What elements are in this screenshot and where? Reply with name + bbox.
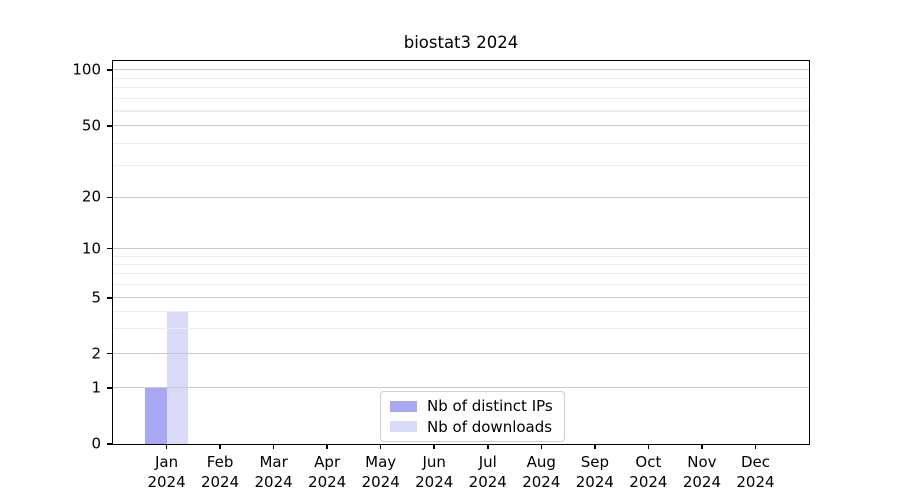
y-tick-label: 5: [91, 288, 101, 307]
y-tick-mark: [107, 124, 113, 127]
y-tick-mark: [107, 296, 113, 299]
legend-item-downloads: Nb of downloads: [390, 417, 553, 436]
y-tick-mark: [107, 443, 113, 445]
x-tick-year: 2024: [522, 472, 561, 491]
x-tick-label-oct: Oct 2024: [629, 453, 667, 492]
x-tick-label-mar: Mar 2024: [255, 453, 293, 492]
x-tick-year: 2024: [682, 472, 722, 491]
x-tick-year: 2024: [575, 472, 614, 491]
x-tick-mark: [594, 444, 596, 449]
gridline-minor-60: [113, 110, 809, 112]
x-tick-month: Feb: [206, 453, 234, 471]
legend-swatch-distinct-ips: [390, 400, 417, 412]
legend-label-distinct-ips: Nb of distinct IPs: [427, 397, 553, 415]
x-tick-month: Jul: [478, 453, 497, 471]
x-tick-month: Apr: [314, 453, 341, 471]
gridline-minor-9: [113, 255, 809, 257]
gridline-major-5: [113, 297, 809, 299]
bar-distinct-ips-jan: [145, 387, 167, 444]
x-tick-label-jun: Jun 2024: [415, 453, 453, 492]
gridline-minor-80: [113, 87, 809, 89]
y-tick-label: 50: [81, 116, 101, 135]
legend-label-downloads: Nb of downloads: [427, 417, 553, 436]
y-tick-label: 10: [81, 239, 101, 258]
x-tick-month: Mar: [259, 453, 288, 471]
gridline-minor-6: [113, 284, 809, 286]
gridline-major-100: [113, 69, 809, 71]
gridline-minor-4: [113, 310, 809, 312]
x-tick-month: Jun: [422, 453, 446, 471]
x-tick-year: 2024: [415, 472, 454, 491]
x-tick-mark: [540, 444, 543, 449]
x-tick-month: Jan: [154, 453, 179, 471]
x-tick-year: 2024: [361, 472, 400, 491]
x-tick-mark: [754, 444, 757, 449]
x-tick-mark: [701, 444, 703, 449]
y-tick-label: 2: [91, 344, 101, 363]
gridline-minor-70: [113, 98, 809, 100]
x-tick-label-dec: Dec 2024: [736, 453, 774, 492]
legend: Nb of distinct IPs Nb of downloads: [380, 391, 565, 442]
x-tick-mark: [486, 444, 489, 449]
chart-title: biostat3 2024: [403, 33, 519, 52]
x-tick-mark: [272, 444, 275, 449]
gridline-minor-30: [113, 165, 809, 167]
x-tick-year: 2024: [468, 472, 507, 491]
x-tick-year: 2024: [629, 472, 668, 491]
gridline-minor-3: [113, 328, 809, 330]
x-tick-mark: [219, 444, 221, 449]
x-tick-label-apr: Apr 2024: [308, 453, 346, 492]
y-tick-label: 0: [91, 434, 101, 453]
x-tick-label-sep: Sep 2024: [576, 453, 614, 492]
y-tick-label: 1: [91, 378, 101, 397]
y-tick-mark: [107, 386, 113, 389]
x-tick-month: Sep: [580, 453, 609, 471]
gridline-major-10: [113, 248, 809, 250]
x-tick-year: 2024: [147, 472, 186, 491]
y-tick-mark: [107, 69, 113, 71]
x-tick-month: Dec: [740, 453, 770, 471]
x-tick-month: Aug: [526, 453, 556, 471]
y-tick-mark: [107, 196, 113, 199]
gridline-minor-90: [113, 77, 809, 79]
y-tick-mark: [107, 247, 113, 250]
x-tick-mark: [326, 444, 328, 449]
x-tick-mark: [379, 444, 382, 449]
x-tick-year: 2024: [254, 472, 293, 491]
gridline-major-2: [113, 353, 809, 355]
y-tick-mark: [107, 352, 113, 355]
x-tick-mark: [165, 444, 168, 449]
x-tick-mark: [433, 444, 436, 449]
x-tick-label-aug: Aug 2024: [522, 453, 560, 492]
x-tick-mark: [647, 444, 650, 449]
gridline-minor-8: [113, 263, 809, 265]
y-tick-label: 20: [81, 187, 101, 206]
gridline-major-20: [113, 196, 809, 198]
gridline-major-1: [113, 387, 809, 389]
x-tick-month: May: [365, 453, 397, 471]
x-tick-label-feb: Feb 2024: [201, 453, 239, 492]
gridline-minor-7: [113, 273, 809, 275]
x-tick-label-may: May 2024: [362, 453, 400, 492]
x-tick-year: 2024: [308, 472, 347, 491]
x-tick-year: 2024: [200, 472, 240, 491]
legend-item-distinct-ips: Nb of distinct IPs: [390, 398, 553, 415]
legend-swatch-downloads: [390, 421, 417, 433]
gridline-major-50: [113, 125, 809, 127]
gridline-minor-40: [113, 142, 809, 144]
x-tick-label-jul: Jul 2024: [469, 453, 507, 492]
x-tick-year: 2024: [736, 472, 775, 491]
x-tick-label-jan: Jan 2024: [147, 453, 185, 492]
x-tick-label-nov: Nov 2024: [683, 453, 721, 492]
y-tick-label: 100: [72, 60, 101, 79]
x-tick-month: Oct: [635, 453, 662, 471]
bar-downloads-jan: [166, 311, 188, 444]
plot-area: 0 1 2 5 10 20 50 100 Jan 2024 Feb 2024 Mar 2024 Apr 202…: [72, 60, 810, 491]
x-tick-month: Nov: [687, 453, 717, 471]
